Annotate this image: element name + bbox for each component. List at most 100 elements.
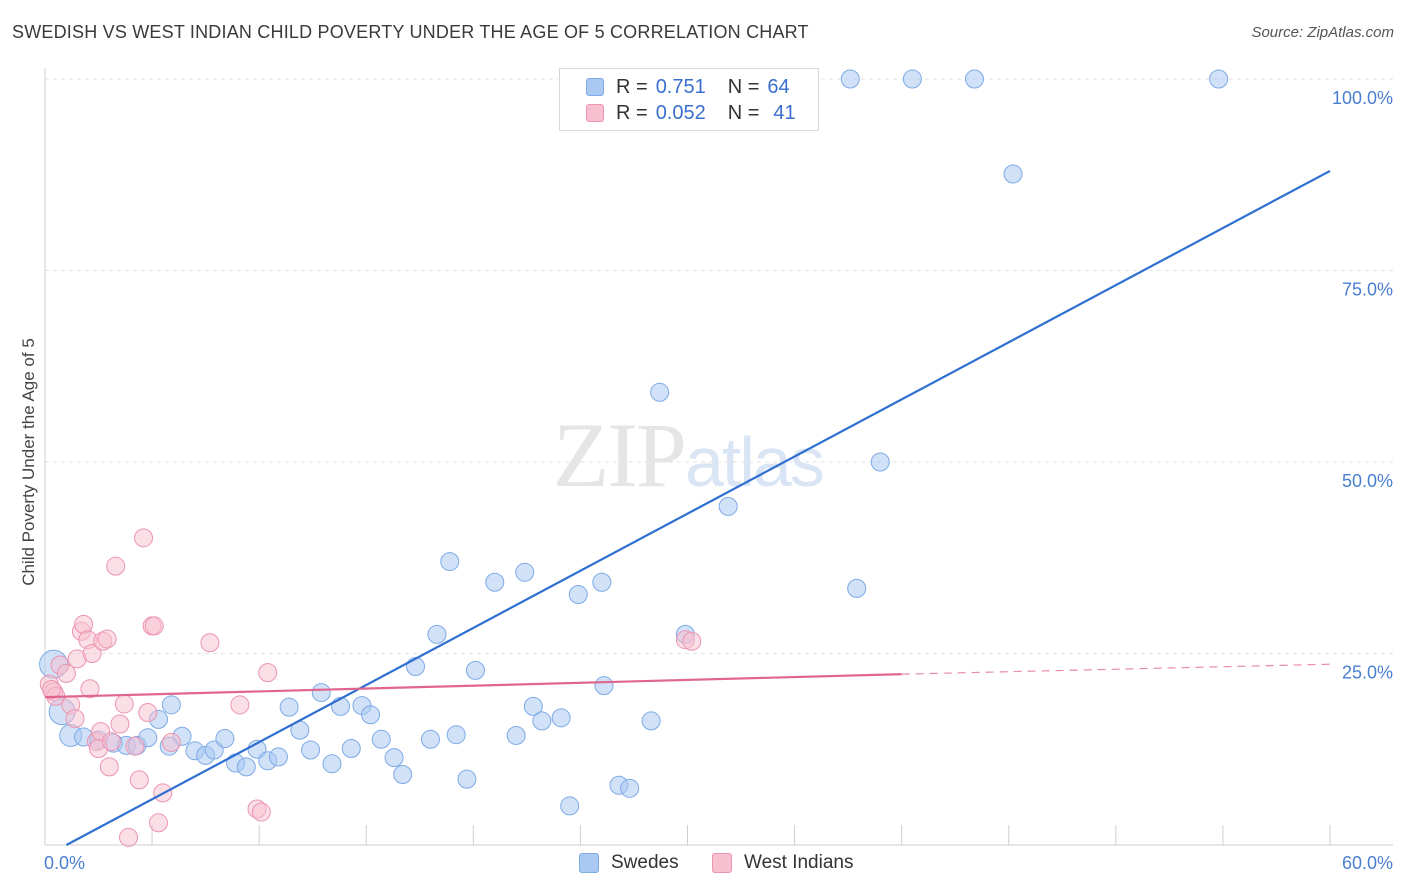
legend-r-label: R =: [616, 75, 648, 98]
legend-r-label: R =: [616, 101, 648, 124]
point-swedes: [1209, 69, 1229, 89]
point-swedes: [718, 496, 738, 516]
y-tick-label: 100.0%: [1332, 88, 1393, 108]
x-tick-label: 0.0%: [44, 853, 85, 873]
point-swedes: [384, 748, 404, 768]
point-swedes: [485, 572, 505, 592]
point-swedes: [361, 705, 381, 725]
legend-r-value: 0.751: [655, 75, 706, 98]
legend-n-value: 41: [773, 101, 796, 124]
legend-n-label: N =: [727, 75, 760, 98]
y-axis-label: Child Poverty Under the Age of 5: [19, 338, 38, 586]
point-west-indians: [129, 770, 149, 790]
point-west-indians: [101, 732, 121, 752]
point-west-indians: [200, 633, 220, 653]
correlation-legend: R = 0.751 N = 64 R = 0.052 N = 41: [559, 68, 819, 131]
legend-row-west-indians: R = 0.052 N = 41: [586, 100, 796, 126]
legend-n-value: 64: [767, 75, 790, 98]
watermark-atlas: atlas: [685, 423, 825, 501]
point-swedes: [551, 708, 571, 728]
point-west-indians: [97, 629, 117, 649]
legend-swatch-west-indians: [586, 104, 604, 122]
point-swedes: [523, 696, 543, 716]
point-west-indians: [80, 679, 100, 699]
point-swedes: [279, 697, 299, 717]
point-swedes: [311, 683, 331, 703]
series-legend-west-indians: West Indians: [712, 852, 853, 874]
y-tick-label: 50.0%: [1342, 471, 1393, 491]
trend-lines: [44, 169, 1331, 846]
point-swedes: [161, 695, 181, 715]
point-west-indians: [82, 644, 102, 663]
point-west-indians: [149, 813, 169, 833]
point-swedes: [406, 657, 426, 677]
point-west-indians: [138, 702, 158, 722]
point-swedes: [341, 738, 361, 758]
point-west-indians: [144, 616, 164, 636]
point-west-indians: [125, 736, 145, 756]
series-legend: Swedes West Indians: [0, 852, 1406, 878]
point-swedes: [506, 725, 526, 745]
point-west-indians: [56, 663, 76, 683]
point-west-indians: [41, 680, 61, 700]
point-swedes: [840, 69, 860, 89]
point-swedes: [393, 765, 413, 785]
point-swedes: [532, 711, 552, 731]
point-swedes: [1003, 164, 1023, 184]
series-label-swedes: Swedes: [611, 852, 679, 873]
point-west-indians: [65, 709, 85, 729]
point-west-indians: [114, 694, 134, 714]
data-points: [39, 69, 1229, 847]
chart-title: SWEDISH VS WEST INDIAN CHILD POVERTY UND…: [12, 22, 809, 42]
trend-line-west-indians: [44, 673, 902, 699]
point-swedes: [421, 729, 440, 749]
point-west-indians: [99, 757, 119, 777]
point-swedes: [465, 660, 485, 680]
point-swedes: [301, 740, 321, 760]
point-swedes: [560, 796, 580, 816]
point-swedes: [650, 382, 670, 402]
legend-r-value: 0.052: [655, 101, 706, 124]
point-swedes: [322, 754, 342, 774]
point-swedes: [440, 552, 460, 572]
point-swedes: [847, 578, 867, 598]
legend-swatch-swedes: [586, 78, 604, 96]
legend-n-label: N =: [727, 101, 760, 124]
watermark: ZIPatlas: [553, 402, 825, 508]
x-tick-label: 60.0%: [1342, 853, 1393, 873]
axes: [44, 68, 1393, 846]
trend-line-west-indians-extension: [901, 663, 1331, 675]
point-swedes: [215, 729, 235, 749]
point-swedes: [331, 696, 351, 716]
series-label-west-indians: West Indians: [744, 852, 854, 873]
legend-row-swedes: R = 0.751 N = 64: [586, 74, 790, 100]
point-swedes: [592, 572, 612, 592]
point-west-indians: [251, 802, 271, 822]
watermark-zip: ZIP: [553, 404, 687, 506]
y-tick-label: 75.0%: [1342, 280, 1393, 300]
point-west-indians: [119, 827, 139, 847]
point-swedes: [902, 69, 922, 89]
point-swedes: [371, 729, 391, 749]
series-legend-swedes: Swedes: [579, 852, 679, 874]
point-swedes: [620, 778, 640, 798]
axis-labels: 25.0% 50.0% 75.0% 100.0% 0.0% 60.0% Child Pove…: [19, 88, 1393, 873]
y-tick-label: 25.0%: [1342, 663, 1393, 683]
point-swedes: [427, 624, 447, 644]
point-swedes: [236, 757, 256, 777]
point-swedes: [457, 769, 477, 789]
point-swedes: [568, 585, 588, 605]
point-west-indians: [258, 663, 278, 683]
point-west-indians: [682, 631, 702, 651]
point-swedes: [594, 676, 614, 696]
series-swatch-west-indians: [712, 853, 732, 873]
point-west-indians: [106, 556, 126, 576]
grid-lines: [45, 78, 1393, 654]
point-west-indians: [110, 714, 130, 734]
point-swedes: [641, 711, 661, 731]
point-swedes: [964, 69, 984, 89]
series-swatch-swedes: [579, 853, 599, 873]
source-label: Source: ZipAtlas.com: [1251, 24, 1394, 41]
point-swedes: [446, 725, 466, 745]
